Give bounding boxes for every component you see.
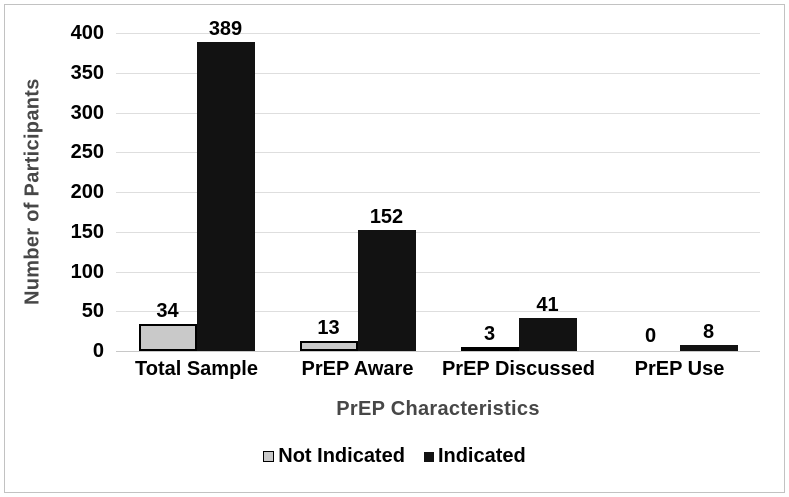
gridline — [116, 271, 760, 273]
legend-item-indicated: Indicated — [423, 445, 526, 468]
bar-indicated: 389 — [196, 19, 255, 351]
y-tick-label: 400 — [70, 22, 104, 44]
gridline — [116, 72, 760, 74]
category-label: PrEP Discussed — [441, 358, 596, 380]
gridline — [116, 112, 760, 114]
category-label: PrEP Use — [634, 358, 725, 380]
bar-value-label: 389 — [208, 17, 243, 40]
legend-label: Not Indicated — [278, 445, 405, 467]
bars-layer: 34 389 13 152 3 41 0 8 — [116, 19, 760, 351]
bar-value-label: 0 — [644, 325, 657, 347]
gridline — [116, 33, 760, 34]
category-label: PrEP Aware — [301, 358, 414, 380]
bar-indicated: 152 — [357, 207, 416, 351]
bar-group: 3 41 — [438, 295, 599, 351]
bar-group: 34 389 — [116, 19, 277, 351]
bar-indicated: 8 — [679, 322, 738, 351]
y-tick-label: 50 — [81, 300, 104, 323]
x-axis-line — [116, 351, 760, 352]
legend: Not Indicated Indicated — [0, 445, 789, 468]
bar-value-label: 3 — [483, 323, 496, 345]
y-tick-label: 350 — [70, 61, 104, 84]
gridline — [116, 231, 760, 233]
y-tick-label: 0 — [92, 340, 104, 362]
y-tick-label: 150 — [70, 220, 104, 243]
bar-value-label: 13 — [317, 316, 340, 339]
legend-label: Indicated — [437, 445, 526, 467]
category-label: Total Sample — [135, 358, 258, 380]
y-tick-label: 100 — [70, 260, 104, 283]
legend-swatch-not-indicated — [263, 451, 275, 462]
bar-not-indicated: 3 — [460, 324, 519, 351]
gridline — [116, 192, 760, 193]
bar-value-label: 34 — [156, 299, 179, 322]
bar-value-label: 152 — [369, 206, 404, 229]
gridline — [116, 152, 760, 154]
bar-group: 13 152 — [277, 207, 438, 351]
bar-value-label: 8 — [702, 320, 715, 343]
legend-item-not-indicated: Not Indicated — [263, 445, 405, 468]
y-tick-label: 200 — [70, 181, 104, 203]
x-axis-category-labels: Total Sample PrEP Aware PrEP Discussed PrEP… — [116, 358, 760, 381]
y-tick-label: 300 — [70, 101, 104, 124]
bar-indicated: 41 — [518, 295, 577, 351]
bar-not-indicated: 34 — [138, 301, 197, 351]
bar-value-label: 41 — [536, 294, 559, 317]
y-tick-label: 250 — [70, 141, 104, 164]
gridline — [116, 311, 760, 313]
legend-swatch-indicated — [423, 451, 434, 462]
bar-not-indicated: 13 — [299, 318, 358, 351]
plot-area: 34 389 13 152 3 41 0 8 — [116, 19, 760, 352]
x-axis-title: PrEP Characteristics — [336, 398, 540, 420]
